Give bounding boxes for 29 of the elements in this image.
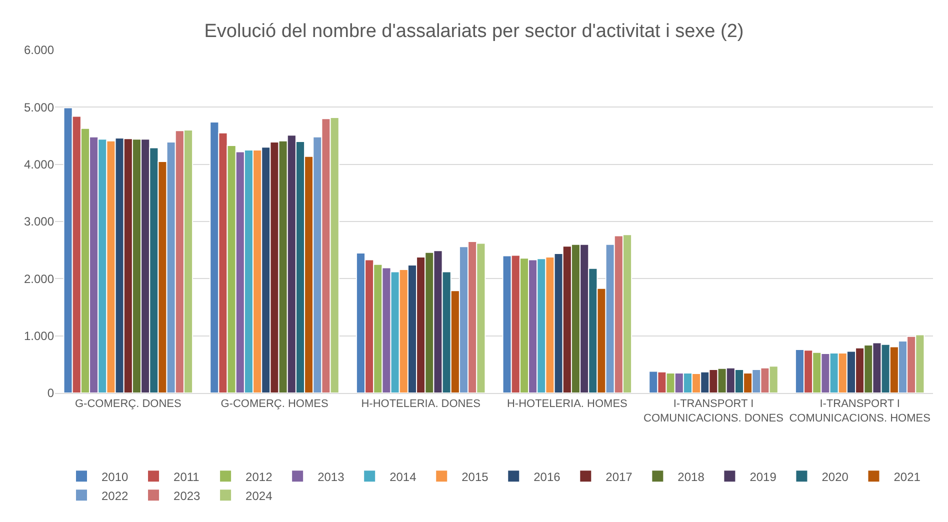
x-tick-label: I-TRANSPORT I COMUNICACIONS. HOMES (789, 398, 930, 424)
legend-label: 2016 (534, 470, 561, 484)
x-tick-label: H-HOTELERIA. DONES (361, 398, 480, 410)
legend-label: 2017 (606, 470, 633, 484)
y-tick-label: 0 (47, 386, 54, 400)
legend-label: 2010 (102, 470, 129, 484)
x-tick-label: G-COMERÇ. HOMES (220, 398, 328, 410)
legend-label: 2014 (390, 470, 417, 484)
legend-label: 2020 (822, 470, 849, 484)
legend-label: 2012 (246, 470, 273, 484)
x-tick-label: H-HOTELERIA. HOMES (506, 398, 628, 410)
legend-label: 2013 (318, 470, 345, 484)
y-tick-label: 5.000 (24, 100, 54, 114)
chart-title: Evolució del nombre d'assalariats per sector d'activitat i sexe (2) (204, 20, 744, 42)
y-tick-label: 6.000 (24, 43, 54, 58)
x-tick-label: I-TRANSPORT I COMUNICACIONS. DONES (644, 398, 784, 424)
legend-label: 2011 (174, 470, 200, 484)
y-tick-label: 4.000 (24, 158, 54, 172)
legend-label: 2015 (462, 470, 489, 484)
legend-label: 2018 (678, 470, 705, 484)
legend-label: 2021 (894, 470, 921, 484)
legend-label: 2019 (750, 470, 777, 484)
legend-label: 2023 (174, 488, 201, 503)
x-tick-label: G-COMERÇ. DONES (75, 398, 182, 410)
legend-label: 2022 (102, 488, 129, 503)
y-tick-label: 2.000 (24, 272, 54, 286)
y-tick-label: 1.000 (24, 329, 54, 344)
legend-label: 2024 (246, 488, 273, 503)
y-tick-label: 3.000 (24, 214, 54, 229)
